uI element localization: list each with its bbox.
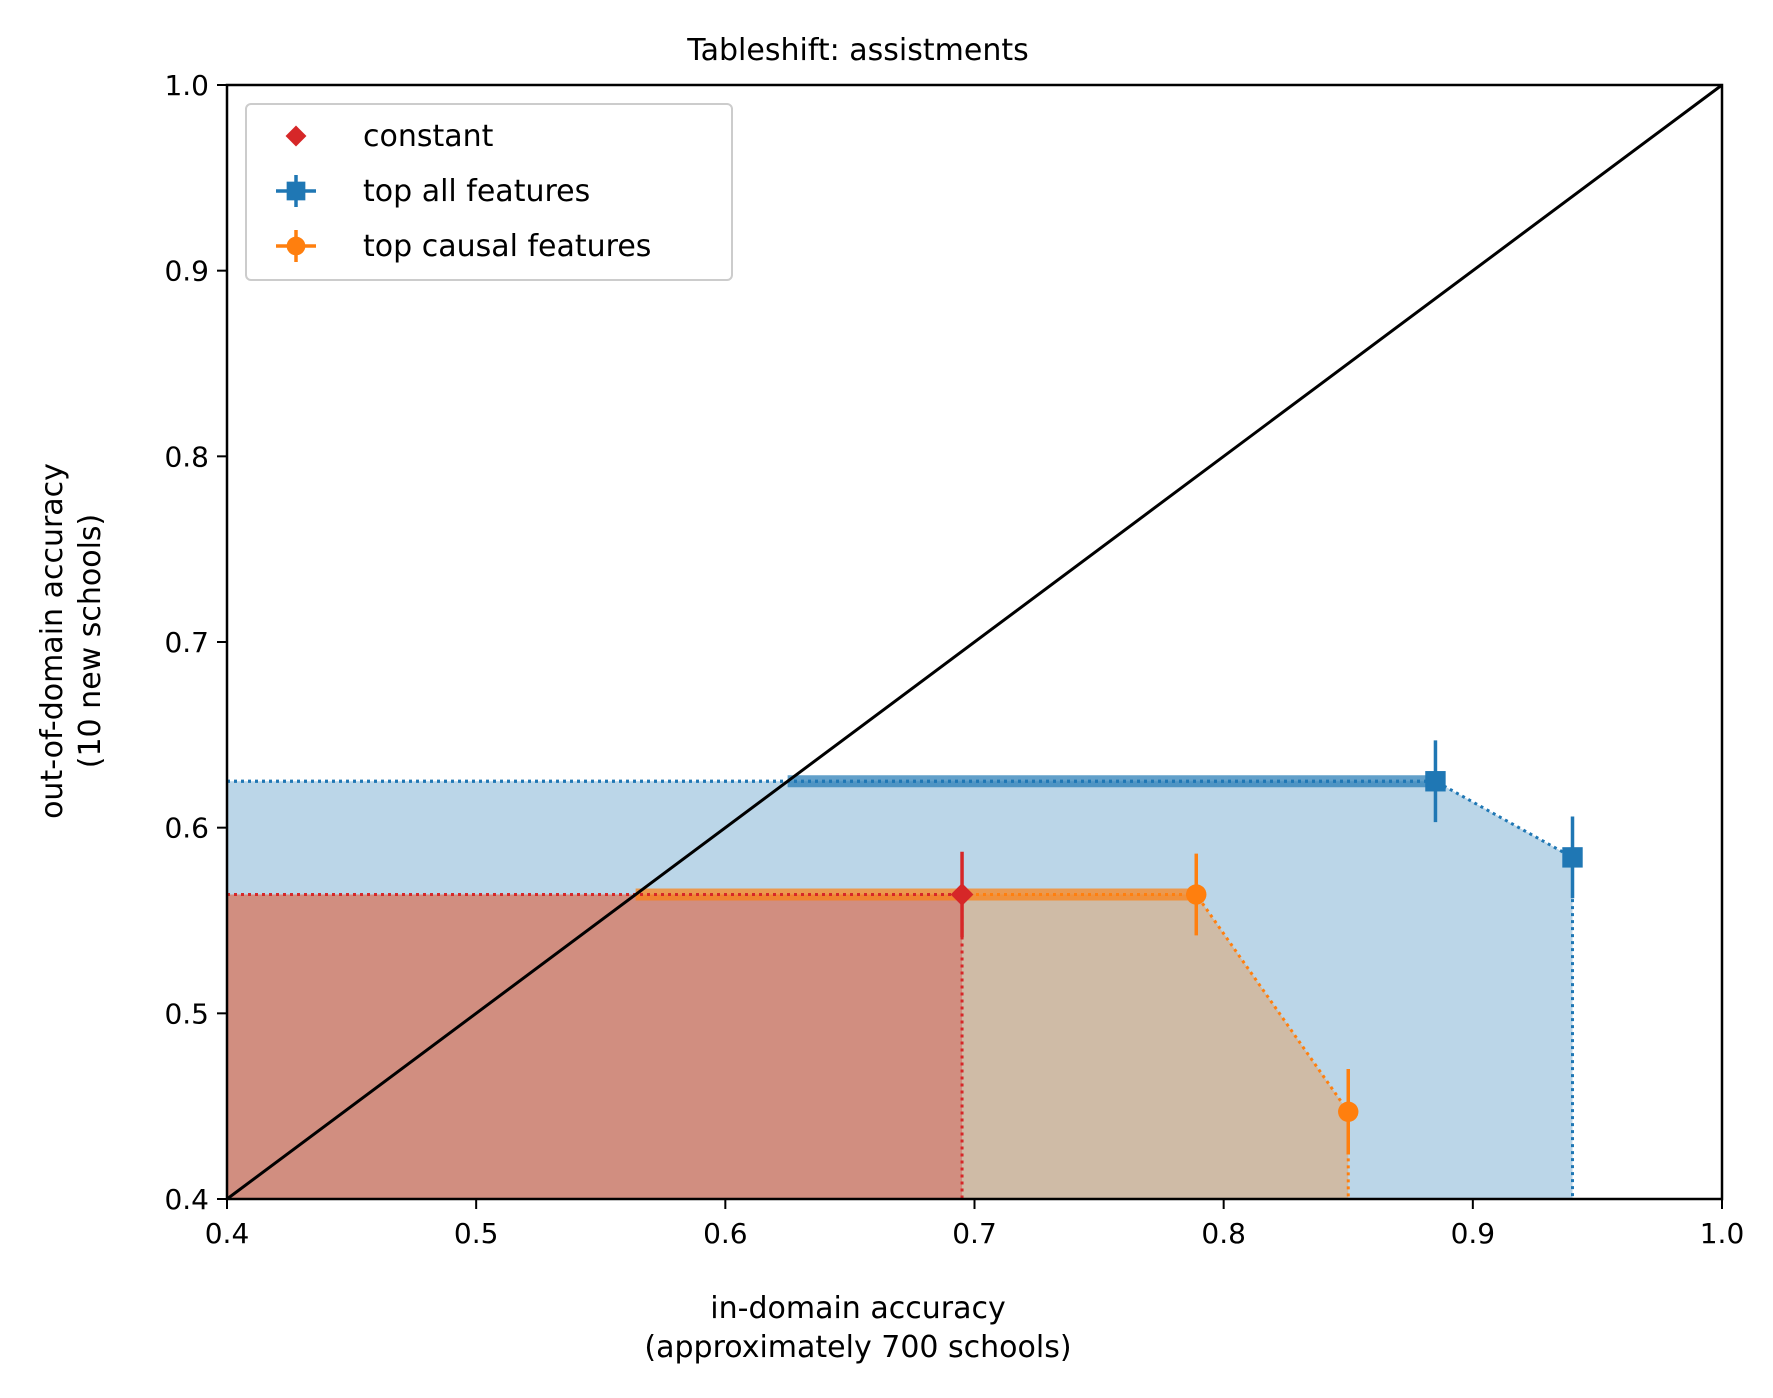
x-tick-label-1: 0.5 (454, 1217, 499, 1250)
y-tick-label-4: 0.8 (164, 440, 209, 473)
y-tick-label-0: 0.4 (164, 1183, 209, 1216)
data-point-constant-0 (950, 883, 974, 906)
x-tick-label-3: 0.7 (952, 1217, 997, 1250)
legend-marker-top-causal-features (286, 236, 306, 256)
data-point-top-all-features-0 (1425, 771, 1446, 792)
x-tick-label-2: 0.6 (703, 1217, 748, 1250)
x-tick-label-6: 1.0 (1700, 1217, 1745, 1250)
y-axis-label-line-1: out-of-domain accuracy (35, 463, 70, 819)
legend-box (245, 103, 733, 281)
axes: 0.4 0.5 0.6 0.7 0.8 0.9 1.0 0.4 0.5 0.6 0.7 0.8 0.9 1… (164, 69, 1744, 1250)
x-tick-label-5: 0.9 (1451, 1217, 1496, 1250)
y-tick-label-5: 0.9 (164, 255, 209, 288)
legend-label-top-all-features: top all features (363, 174, 590, 209)
y-tick-label-2: 0.6 (164, 812, 209, 845)
chart-title: Tableshift: assistments (686, 33, 1028, 68)
y-tick-label-1: 0.5 (164, 997, 209, 1030)
legend: constant top all features top causal featu… (245, 103, 733, 281)
y-axis-label-line-2: (10 new schools) (73, 514, 108, 768)
x-axis-label-line-2: (approximately 700 schools) (644, 1330, 1071, 1365)
x-tick-label-0: 0.4 (205, 1217, 250, 1250)
data-point-top-causal-features-0 (1186, 884, 1207, 905)
data-point-top-all-features-1 (1562, 847, 1583, 868)
x-tick-label-4: 0.8 (1201, 1217, 1246, 1250)
legend-marker-top-all-features (286, 181, 306, 201)
frontier-line-top-all-features (227, 779, 1574, 1199)
diagonal-line (226, 83, 1723, 1201)
y-tick-label-6: 1.0 (164, 69, 209, 102)
frontier-region-top-causal-features (227, 894, 1349, 1199)
frontier-region-top-all-features (227, 781, 1573, 1199)
legend-marker-constant (285, 125, 307, 147)
frontier-region-constant (227, 894, 963, 1199)
legend-label-top-causal-features: top causal features (363, 229, 651, 264)
data-point-top-causal-features-1 (1338, 1101, 1359, 1122)
legend-label-constant: constant (363, 119, 494, 154)
plot-area (226, 83, 1723, 1201)
x-axis-label-line-1: in-domain accuracy (710, 1291, 1005, 1326)
y-tick-label-3: 0.7 (164, 626, 209, 659)
